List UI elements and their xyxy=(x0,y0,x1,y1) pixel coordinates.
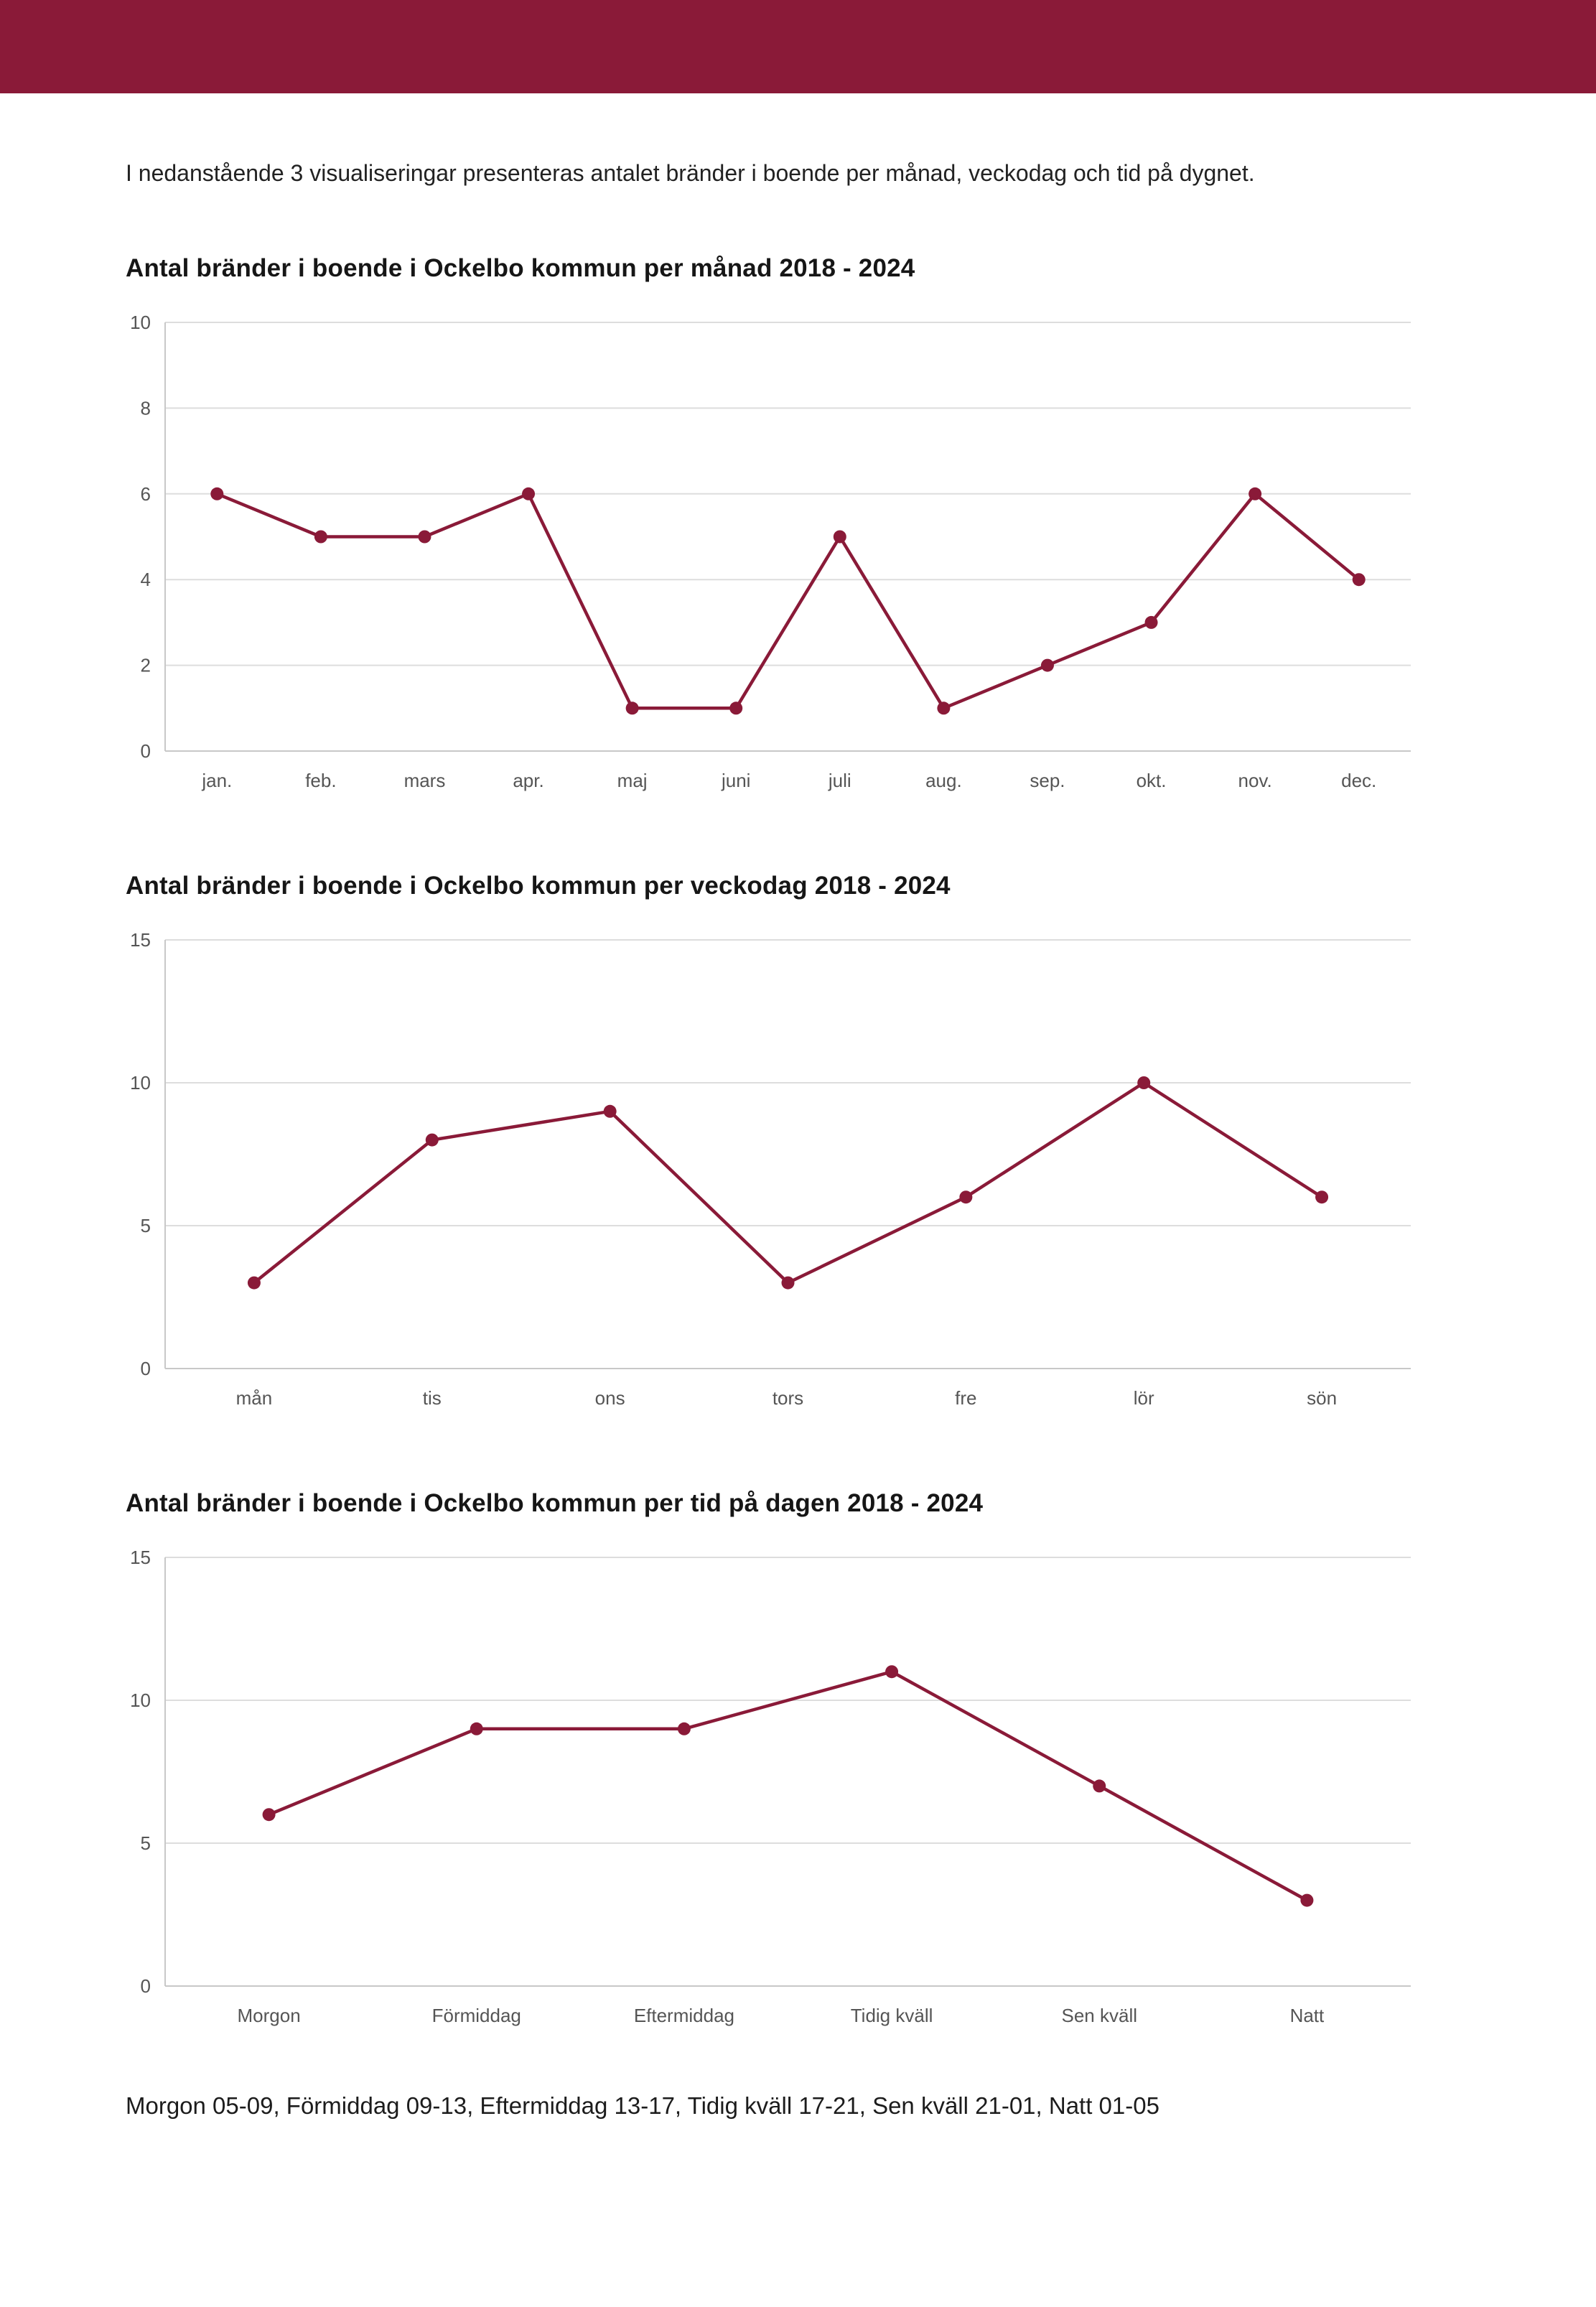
x-tick-label: maj xyxy=(617,770,648,791)
y-tick-label: 4 xyxy=(141,569,151,591)
data-point xyxy=(1352,573,1366,587)
data-point xyxy=(247,1276,261,1290)
data-point xyxy=(603,1105,617,1119)
line-chart-monthly: 0 2 4 6 8 10 jan. feb. mars apr. maj juni juli aug. se… xyxy=(130,312,1411,791)
data-point xyxy=(418,530,431,544)
x-tick-label: fre xyxy=(955,1387,976,1409)
x-tick-label: dec. xyxy=(1341,770,1376,791)
x-tick-label: Sen kväll xyxy=(1062,2005,1138,2026)
data-point xyxy=(1093,1779,1106,1793)
x-tick-label: Tidig kväll xyxy=(851,2005,933,2026)
x-tick-label: feb. xyxy=(305,770,336,791)
data-point xyxy=(1315,1190,1329,1204)
data-point xyxy=(1249,488,1262,501)
data-point xyxy=(522,488,536,501)
data-point xyxy=(1137,1076,1151,1090)
x-tick-label: juni xyxy=(721,770,750,791)
x-tick-label: Eftermiddag xyxy=(634,2005,734,2026)
x-tick-label: jan. xyxy=(201,770,232,791)
x-tick-label: sep. xyxy=(1030,770,1065,791)
data-point xyxy=(262,1808,276,1822)
x-tick-label: Morgon xyxy=(238,2005,301,2026)
data-point xyxy=(833,530,846,544)
y-tick-label: 15 xyxy=(130,1547,151,1568)
y-tick-label: 6 xyxy=(141,483,151,505)
data-point xyxy=(1040,658,1054,672)
data-point xyxy=(1144,616,1158,630)
y-tick-label: 2 xyxy=(141,655,151,676)
line-chart-timeofday: 0 5 10 15 Morgon Förmiddag Eftermiddag Tidig kv… xyxy=(130,1547,1411,2026)
chart-title-monthly: Antal bränder i boende i Ockelbo kommun … xyxy=(126,254,915,283)
data-point xyxy=(937,702,951,715)
y-tick-label: 5 xyxy=(141,1215,151,1236)
data-point xyxy=(781,1276,795,1290)
y-tick-label: 15 xyxy=(130,929,151,951)
x-tick-label: mars xyxy=(404,770,446,791)
data-point xyxy=(425,1133,439,1147)
data-point xyxy=(1300,1893,1314,1907)
data-line xyxy=(267,1670,1309,1903)
x-tick-label: mån xyxy=(236,1387,273,1409)
data-point xyxy=(959,1190,973,1204)
data-line xyxy=(215,492,1361,710)
line-chart-weekday: 0 5 10 15 mån tis ons tors fre lör sön xyxy=(130,929,1411,1409)
data-line xyxy=(252,1081,1324,1285)
data-point xyxy=(314,530,327,544)
intro-text: I nedanstående 3 visualiseringar present… xyxy=(126,160,1255,186)
y-tick-label: 0 xyxy=(141,1975,151,1997)
x-tick-label: sön xyxy=(1307,1387,1337,1409)
x-tick-label: tors xyxy=(773,1387,803,1409)
data-point xyxy=(625,702,639,715)
chart-section-monthly: Antal bränder i boende i Ockelbo kommun … xyxy=(0,254,1596,807)
x-tick-label: apr. xyxy=(513,770,543,791)
x-tick-label: aug. xyxy=(925,770,962,791)
x-tick-label: nov. xyxy=(1238,770,1272,791)
header-bar xyxy=(0,0,1596,93)
data-point xyxy=(677,1723,691,1736)
chart-section-weekday: Antal bränder i boende i Ockelbo kommun … xyxy=(0,872,1596,1425)
y-tick-label: 8 xyxy=(141,398,151,419)
y-tick-label: 0 xyxy=(141,1358,151,1379)
data-point xyxy=(210,488,224,501)
y-tick-label: 0 xyxy=(141,740,151,762)
data-point xyxy=(885,1665,899,1679)
y-tick-label: 5 xyxy=(141,1832,151,1854)
x-tick-label: lör xyxy=(1134,1387,1154,1409)
footer-note: Morgon 05-09, Förmiddag 09-13, Eftermidd… xyxy=(126,2092,1159,2120)
x-tick-label: Förmiddag xyxy=(432,2005,521,2026)
chart-section-timeofday: Antal bränder i boende i Ockelbo kommun … xyxy=(0,1489,1596,2042)
x-tick-label: okt. xyxy=(1137,770,1167,791)
chart-title-timeofday: Antal bränder i boende i Ockelbo kommun … xyxy=(126,1489,984,1518)
x-tick-label: Natt xyxy=(1290,2005,1325,2026)
x-tick-label: ons xyxy=(595,1387,625,1409)
data-point xyxy=(470,1723,483,1736)
data-point xyxy=(729,702,743,715)
y-tick-label: 10 xyxy=(130,1072,151,1094)
chart-title-weekday: Antal bränder i boende i Ockelbo kommun … xyxy=(126,872,951,900)
y-tick-label: 10 xyxy=(130,1690,151,1711)
x-tick-label: tis xyxy=(423,1387,442,1409)
y-tick-label: 10 xyxy=(130,312,151,333)
x-tick-label: juli xyxy=(828,770,851,791)
